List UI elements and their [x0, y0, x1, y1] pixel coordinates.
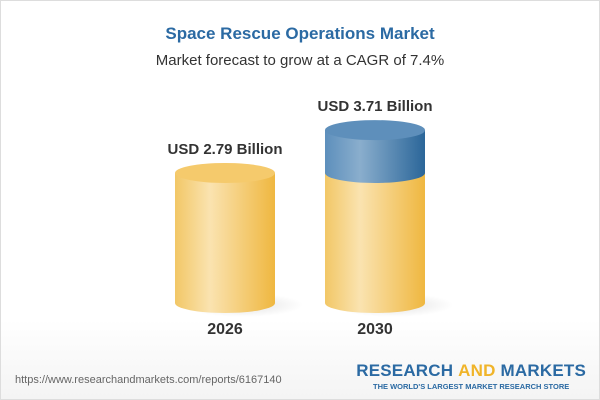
source-url[interactable]: https://www.researchandmarkets.com/repor…: [15, 374, 282, 386]
bar-body-2026: [175, 172, 275, 313]
category-label: 2026: [207, 321, 243, 338]
bar-top-2026: [175, 162, 275, 183]
research-and-markets-logo: RESEARCH AND MARKETS THE WORLD'S LARGEST…: [356, 361, 586, 391]
chart-title: Space Rescue Operations Market: [165, 24, 435, 43]
bar-top-2030: [325, 120, 425, 141]
data-label: USD 2.79 Billion: [167, 141, 282, 158]
bar-body-2030: [325, 172, 425, 313]
chart-subtitle: Market forecast to grow at a CAGR of 7.4…: [155, 52, 445, 69]
bar-growth-2030: [325, 130, 425, 183]
category-label: 2030: [357, 321, 393, 338]
data-label: USD 3.71 Billion: [317, 98, 432, 115]
